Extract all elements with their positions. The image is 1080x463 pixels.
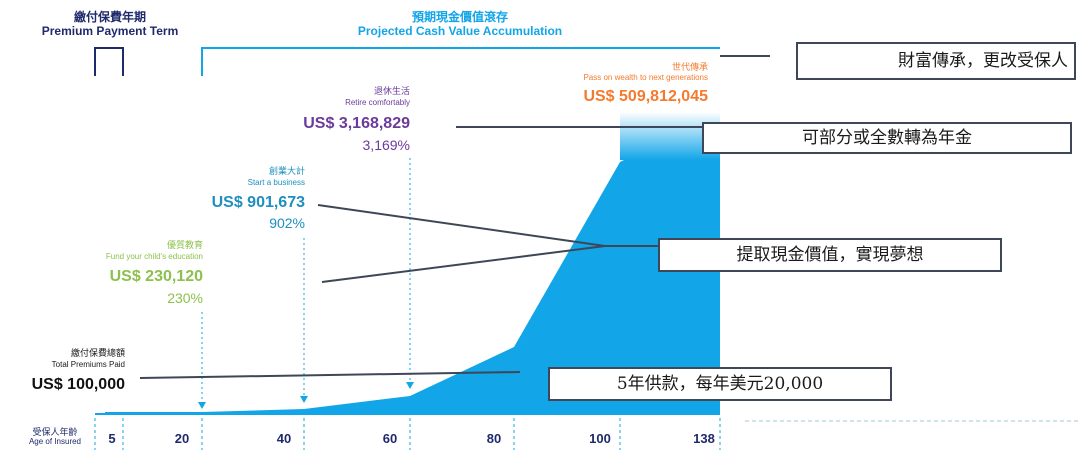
connector-payment [139, 371, 521, 379]
x-tick-label: 40 [277, 431, 291, 446]
premium-term-title-en: Premium Payment Term [41, 24, 179, 38]
x-tick-labels: 5 20 40 60 80 100 138 [108, 431, 714, 446]
retire-label-en: Retire comfortably [345, 98, 410, 107]
education-percent: 230% [167, 290, 203, 306]
x-tick-label: 80 [487, 431, 501, 446]
axis-label-en: Age of Insured [28, 437, 82, 446]
x-tick-label: 138 [693, 431, 715, 446]
education-label-zh: 優質教育 [166, 240, 203, 250]
connector-withdraw-1 [317, 204, 606, 247]
legacy-label-zh: 世代傳承 [671, 62, 708, 72]
premiums-label-en: Total Premiums Paid [51, 360, 125, 369]
marker-education-arrow [198, 402, 206, 409]
legacy-label-en: Pass on wealth to next generations [583, 73, 708, 82]
business-label-en: Start a business [247, 178, 305, 187]
cash-value-bracket [201, 47, 720, 76]
connector-withdraw-2 [321, 245, 606, 283]
cash-value-title-en: Projected Cash Value Accumulation [357, 24, 563, 38]
premiums-label-zh: 繳付保費總額 [70, 348, 125, 358]
education-label-en: Fund your child's education [105, 252, 203, 261]
retire-percent: 3,169% [362, 137, 410, 153]
x-tick-label: 60 [383, 431, 397, 446]
premium-term-bracket [94, 47, 124, 76]
callout-payment: 5年供款，每年美元20,000 [548, 367, 892, 401]
business-percent: 902% [269, 215, 305, 231]
business-label-zh: 創業大計 [268, 166, 305, 176]
retire-amount: US$ 3,168,829 [303, 115, 410, 132]
callout-legacy: 財富傳承，更改受保人 [796, 42, 1076, 80]
x-tick-label: 5 [108, 431, 115, 446]
education-amount: US$ 230,120 [109, 268, 203, 285]
marker-business-arrow [300, 396, 308, 403]
retire-label-zh: 退休生活 [373, 86, 410, 96]
cash-value-area [105, 112, 720, 414]
legacy-amount: US$ 509,812,045 [583, 88, 708, 105]
callout-annuity: 可部分或全數轉為年金 [702, 122, 1072, 154]
marker-retire-arrow [406, 382, 414, 389]
x-tick-label: 100 [589, 431, 611, 446]
cash-value-title-zh: 預期現金價值滾存 [411, 10, 508, 24]
premium-term-title-zh: 繳付保費年期 [73, 10, 146, 24]
axis-label-zh: 受保人年齡 [32, 427, 78, 437]
tick-dashes [94, 418, 721, 450]
premiums-amount: US$ 100,000 [31, 376, 125, 393]
x-tick-label: 20 [175, 431, 189, 446]
business-amount: US$ 901,673 [211, 194, 305, 211]
callout-withdraw: 提取現金價值，實現夢想 [658, 238, 1002, 272]
